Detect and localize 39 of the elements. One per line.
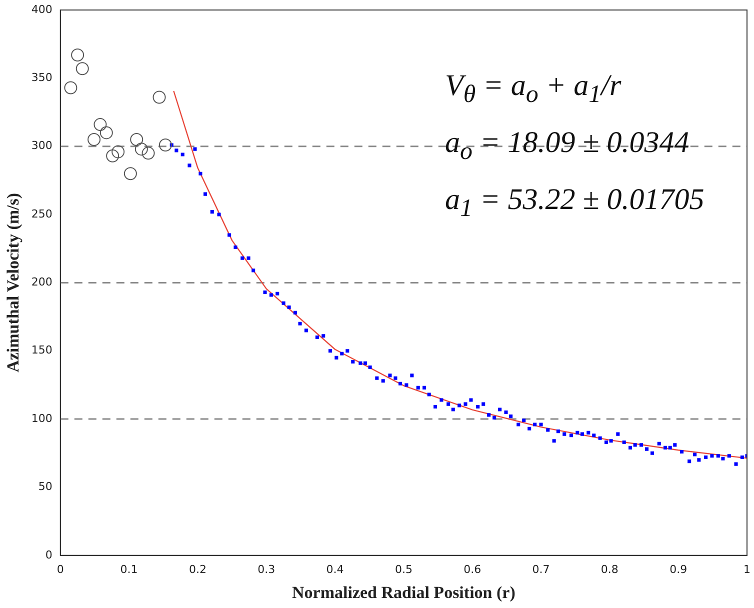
y-tick-label: 150 — [31, 344, 52, 357]
point — [94, 118, 107, 132]
y-tick-label: 0 — [45, 548, 52, 562]
point — [88, 133, 101, 146]
x-tick-label: 0.3 — [258, 562, 276, 576]
annotation: a$_{1}$ = 53.22 ± 0.01705 — [445, 182, 704, 224]
annotation: V$_{θ}$ = a$_{o}$ + a$_{1}$/r — [445, 68, 622, 110]
y-tick-label: 50 — [38, 480, 52, 494]
point — [112, 145, 125, 158]
x-tick-label: 0.9 — [670, 562, 688, 576]
point — [142, 146, 155, 160]
annotation: a$_{o}$ = 18.09 ± 0.0344 — [445, 125, 690, 167]
x-tick-label: 0.2 — [188, 562, 206, 576]
point — [158, 138, 172, 152]
x-tick-label: 0.8 — [600, 562, 618, 576]
x-tick-label: 0 — [56, 562, 64, 576]
x-tick-label: 1 — [744, 562, 750, 576]
point — [71, 48, 84, 62]
x-tick-label: 0.1 — [120, 562, 138, 576]
x-tick-label: 0.5 — [394, 562, 412, 576]
point — [134, 142, 148, 156]
point — [106, 149, 120, 162]
x-tick-label: 0.6 — [464, 562, 482, 576]
point — [152, 90, 166, 104]
point — [76, 62, 89, 76]
y-tick-label: 400 — [31, 2, 52, 16]
y-tick-label: 300 — [31, 139, 52, 152]
y-tick-label: 350 — [31, 71, 52, 84]
y-tick-label: 250 — [31, 207, 52, 220]
y-tick-label: 200 — [31, 276, 52, 289]
x-axis-title: Normalized Radial Position (r) — [292, 583, 516, 602]
point — [124, 167, 137, 180]
y-tick-label: 100 — [31, 412, 52, 425]
point — [100, 126, 113, 140]
point — [64, 81, 78, 94]
x-tick-label: 0.7 — [532, 562, 550, 576]
x-tick-label: 0.4 — [326, 562, 344, 576]
y-axis-title: Azimuthal Velocity (m/s) — [4, 192, 23, 372]
point — [130, 133, 144, 146]
